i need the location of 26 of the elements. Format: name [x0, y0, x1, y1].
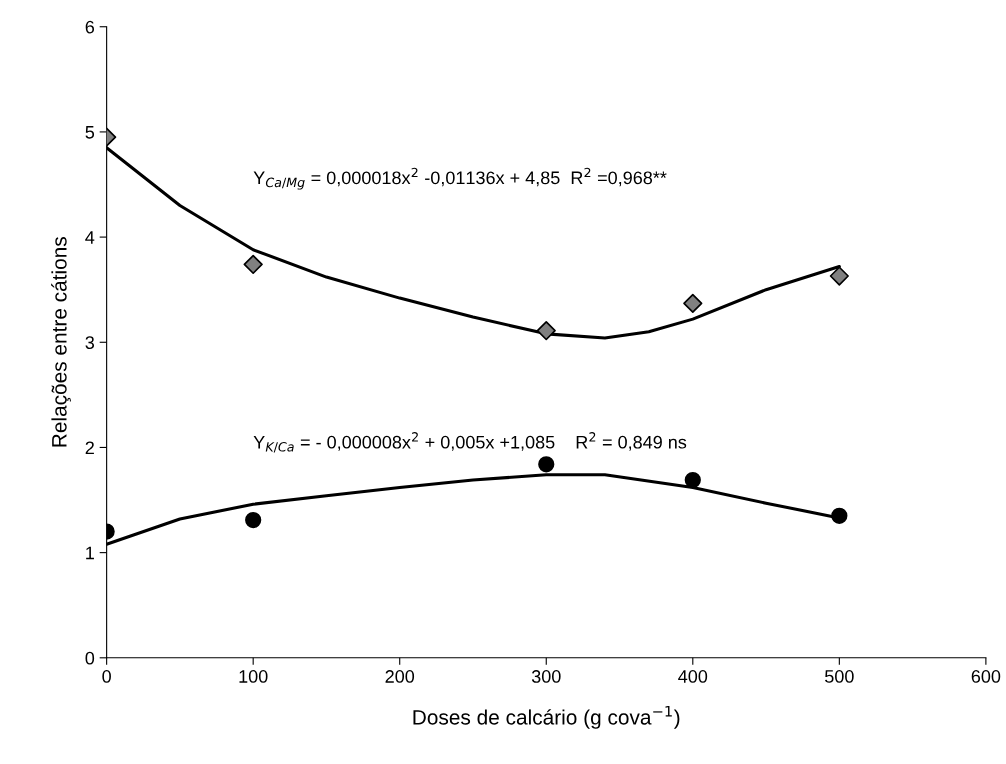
y-tick-label: 4 [85, 231, 95, 244]
point [683, 293, 703, 313]
y-axis-title: Relações entre cátions [51, 237, 71, 447]
y-tick-label: 6 [85, 20, 95, 34]
annotation: Y$_{K/Ca}$ = - 0,000008x$^{2}$ + 0,005x +1,085 R$^{2}$ = 0,849 ns [253, 432, 687, 453]
y-tick-label: 1 [86, 546, 94, 560]
y-tick-label: 5 [85, 126, 95, 139]
point [243, 254, 263, 275]
x-axis-title: Doses de calcário (g cova$^{−1}$) [413, 705, 680, 729]
x-tick-label: 0 [102, 670, 111, 683]
y-tick-label: 2 [85, 441, 94, 454]
x-tick-label: 400 [678, 670, 708, 683]
point [536, 321, 556, 341]
point [538, 456, 555, 473]
point [831, 507, 848, 524]
x-tick-label: 600 [971, 670, 1001, 683]
point [684, 471, 701, 489]
y-tick-label: 3 [85, 336, 95, 349]
point [245, 511, 262, 529]
y-tick-label: 0 [85, 651, 95, 665]
x-tick-label: 500 [825, 670, 854, 683]
x-tick-label: 300 [531, 670, 561, 683]
annotation: Y$_{Ca/Mg}$ = 0,000018x$^{2}$ -0,01136x + 4,85 R$^{2}$ =0,968** [253, 167, 667, 190]
point [829, 266, 849, 286]
x-tick-label: 200 [385, 670, 415, 683]
x-tick-label: 100 [239, 670, 268, 683]
